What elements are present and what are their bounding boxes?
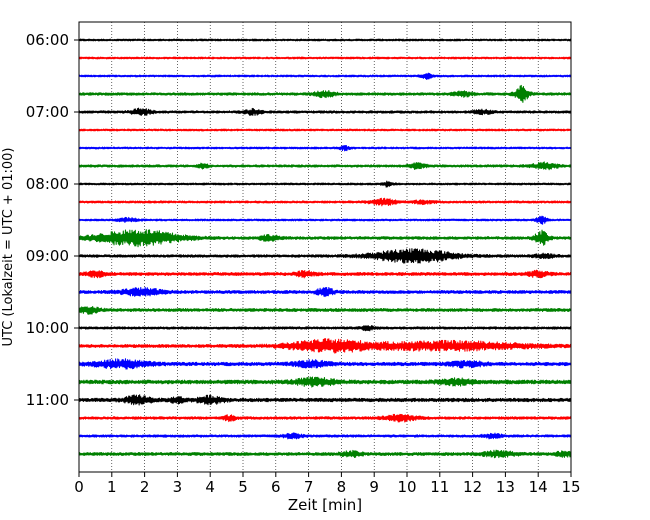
trace-0730	[78, 144, 572, 152]
x-tick-label: 9	[369, 478, 379, 496]
y-axis: 06:00 07:00 08:00 09:00 10:00 11:00	[26, 31, 79, 409]
x-tick-label: 15	[561, 478, 580, 496]
trace-0845	[78, 229, 572, 248]
trace-0700	[78, 107, 572, 116]
x-tick-label: 8	[337, 478, 347, 496]
plot-frame	[78, 21, 572, 473]
trace-0745	[78, 161, 572, 171]
y-axis-label: UTC (Lokalzeit = UTC + 01:00)	[1, 148, 16, 347]
x-tick-label: 7	[304, 478, 314, 496]
trace-0915	[78, 269, 572, 279]
vertical-grid	[111, 22, 539, 472]
x-tick-label: 5	[238, 478, 248, 496]
trace-0900	[78, 248, 572, 264]
x-tick-label: 11	[430, 478, 449, 496]
y-tick-label: 11:00	[26, 391, 69, 409]
trace-0945	[78, 305, 572, 315]
x-tick-label: 14	[529, 478, 548, 496]
y-tick-label: 06:00	[26, 31, 69, 49]
x-axis-label: Zeit [min]	[288, 496, 362, 514]
x-tick-label: 4	[205, 478, 215, 496]
trace-0815	[78, 197, 572, 207]
x-tick-label: 3	[173, 478, 183, 496]
trace-0715	[78, 128, 572, 132]
trace-1000	[78, 325, 572, 332]
y-tick-label: 07:00	[26, 103, 69, 121]
trace-1015	[78, 338, 572, 354]
trace-1130	[78, 432, 572, 440]
trace-0615	[78, 56, 572, 60]
x-tick-label: 10	[397, 478, 416, 496]
trace-1030	[78, 358, 572, 370]
trace-0830	[78, 215, 572, 225]
trace-1045	[78, 376, 572, 388]
x-tick-label: 2	[140, 478, 150, 496]
trace-0645	[78, 84, 572, 103]
trace-0600	[78, 38, 572, 42]
trace-1100	[78, 394, 572, 406]
trace-0930	[78, 286, 572, 298]
x-axis: 0 1 2 3 4 5 6 7 8 9 10 11 12 13 14 15	[74, 472, 581, 496]
x-tick-label: 0	[74, 478, 84, 496]
trace-0630	[78, 72, 572, 80]
x-tick-label: 12	[463, 478, 482, 496]
x-tick-label: 1	[107, 478, 117, 496]
x-tick-label: 13	[496, 478, 515, 496]
trace-0800	[78, 180, 572, 188]
trace-1145	[78, 449, 572, 459]
y-tick-label: 08:00	[26, 175, 69, 193]
x-tick-label: 6	[271, 478, 281, 496]
trace-group	[78, 38, 572, 459]
y-tick-label: 10:00	[26, 319, 69, 337]
y-tick-label: 09:00	[26, 247, 69, 265]
trace-1115	[78, 413, 572, 423]
